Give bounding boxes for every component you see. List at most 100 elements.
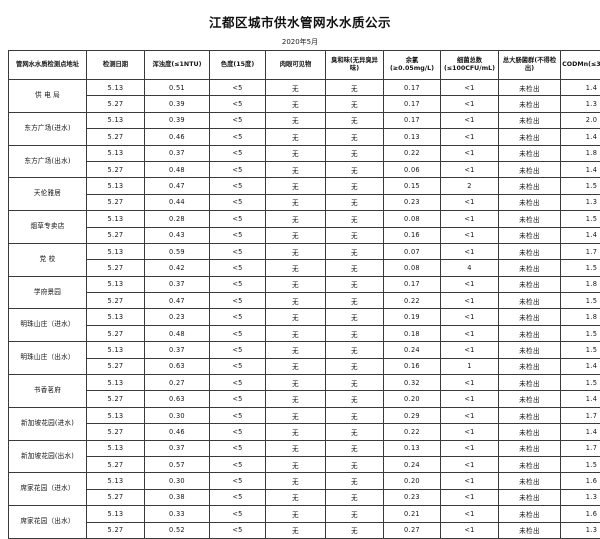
cell-total-bacteria: <1 bbox=[441, 506, 499, 522]
cell-chroma: <5 bbox=[210, 293, 266, 309]
cell-odor: 无 bbox=[326, 178, 384, 194]
cell-site-address: 供 电 局 bbox=[9, 80, 87, 113]
cell-residual-chlorine: 0.08 bbox=[384, 260, 441, 276]
cell-site-address: 学府景园 bbox=[9, 276, 87, 309]
cell-total-bacteria: <1 bbox=[441, 407, 499, 423]
cell-total-bacteria: <1 bbox=[441, 456, 499, 472]
cell-total-bacteria: 1 bbox=[441, 358, 499, 374]
cell-codmn: 1.5 bbox=[561, 178, 600, 194]
cell-date: 5.27 bbox=[87, 260, 145, 276]
cell-visible-matter: 无 bbox=[266, 391, 326, 407]
cell-date: 5.13 bbox=[87, 506, 145, 522]
cell-chroma: <5 bbox=[210, 440, 266, 456]
cell-total-bacteria: <1 bbox=[441, 80, 499, 96]
cell-visible-matter: 无 bbox=[266, 522, 326, 538]
cell-date: 5.27 bbox=[87, 522, 145, 538]
cell-total-bacteria: <1 bbox=[441, 211, 499, 227]
cell-total-coliform: 未检出 bbox=[499, 276, 561, 292]
cell-turbidity: 0.43 bbox=[145, 227, 210, 243]
cell-visible-matter: 无 bbox=[266, 375, 326, 391]
cell-visible-matter: 无 bbox=[266, 309, 326, 325]
cell-chroma: <5 bbox=[210, 194, 266, 210]
cell-odor: 无 bbox=[326, 522, 384, 538]
cell-date: 5.27 bbox=[87, 129, 145, 145]
cell-codmn: 1.8 bbox=[561, 309, 600, 325]
cell-chroma: <5 bbox=[210, 96, 266, 112]
cell-visible-matter: 无 bbox=[266, 358, 326, 374]
cell-chroma: <5 bbox=[210, 407, 266, 423]
cell-total-bacteria: <1 bbox=[441, 243, 499, 259]
cell-residual-chlorine: 0.24 bbox=[384, 342, 441, 358]
water-quality-table: 管网水水质检测点地址 检测日期 浑浊度(≤1NTU) 色度(15度) 肉眼可见物… bbox=[8, 50, 600, 539]
column-header-total-coliform: 总大肠菌群(不得检出) bbox=[499, 51, 561, 80]
cell-odor: 无 bbox=[326, 129, 384, 145]
cell-chroma: <5 bbox=[210, 391, 266, 407]
cell-visible-matter: 无 bbox=[266, 424, 326, 440]
cell-residual-chlorine: 0.22 bbox=[384, 293, 441, 309]
cell-total-coliform: 未检出 bbox=[499, 112, 561, 128]
cell-residual-chlorine: 0.27 bbox=[384, 522, 441, 538]
cell-codmn: 1.3 bbox=[561, 522, 600, 538]
cell-date: 5.27 bbox=[87, 358, 145, 374]
cell-codmn: 1.5 bbox=[561, 260, 600, 276]
cell-residual-chlorine: 0.15 bbox=[384, 178, 441, 194]
cell-visible-matter: 无 bbox=[266, 506, 326, 522]
cell-site-address: 书香茗府 bbox=[9, 375, 87, 408]
column-header-turbidity: 浑浊度(≤1NTU) bbox=[145, 51, 210, 80]
cell-chroma: <5 bbox=[210, 211, 266, 227]
cell-turbidity: 0.37 bbox=[145, 342, 210, 358]
cell-total-bacteria: <1 bbox=[441, 489, 499, 505]
cell-date: 5.27 bbox=[87, 96, 145, 112]
cell-date: 5.27 bbox=[87, 293, 145, 309]
cell-odor: 无 bbox=[326, 342, 384, 358]
cell-date: 5.13 bbox=[87, 407, 145, 423]
cell-odor: 无 bbox=[326, 473, 384, 489]
cell-site-address: 烟草专卖店 bbox=[9, 211, 87, 244]
cell-site-address: 东方广场(进水) bbox=[9, 112, 87, 145]
cell-turbidity: 0.30 bbox=[145, 473, 210, 489]
cell-codmn: 1.4 bbox=[561, 129, 600, 145]
table-header: 管网水水质检测点地址 检测日期 浑浊度(≤1NTU) 色度(15度) 肉眼可见物… bbox=[9, 51, 600, 80]
cell-turbidity: 0.63 bbox=[145, 391, 210, 407]
cell-residual-chlorine: 0.16 bbox=[384, 227, 441, 243]
cell-chroma: <5 bbox=[210, 506, 266, 522]
cell-codmn: 1.5 bbox=[561, 325, 600, 341]
cell-residual-chlorine: 0.24 bbox=[384, 456, 441, 472]
cell-turbidity: 0.48 bbox=[145, 161, 210, 177]
cell-residual-chlorine: 0.23 bbox=[384, 489, 441, 505]
cell-date: 5.13 bbox=[87, 276, 145, 292]
cell-visible-matter: 无 bbox=[266, 96, 326, 112]
cell-codmn: 1.6 bbox=[561, 506, 600, 522]
cell-total-bacteria: <1 bbox=[441, 129, 499, 145]
cell-odor: 无 bbox=[326, 227, 384, 243]
cell-turbidity: 0.30 bbox=[145, 407, 210, 423]
cell-site-address: 新加坡花园(进水) bbox=[9, 407, 87, 440]
cell-residual-chlorine: 0.06 bbox=[384, 161, 441, 177]
cell-date: 5.13 bbox=[87, 473, 145, 489]
cell-site-address: 天伦雅居 bbox=[9, 178, 87, 211]
cell-visible-matter: 无 bbox=[266, 440, 326, 456]
cell-codmn: 1.4 bbox=[561, 391, 600, 407]
cell-turbidity: 0.47 bbox=[145, 293, 210, 309]
cell-odor: 无 bbox=[326, 424, 384, 440]
column-header-date: 检测日期 bbox=[87, 51, 145, 80]
column-header-codmn: CODMn(≤3mg/L) bbox=[561, 51, 600, 80]
cell-total-bacteria: <1 bbox=[441, 342, 499, 358]
report-period: 2020年5月 bbox=[8, 37, 592, 47]
cell-odor: 无 bbox=[326, 243, 384, 259]
cell-visible-matter: 无 bbox=[266, 161, 326, 177]
cell-date: 5.13 bbox=[87, 211, 145, 227]
cell-turbidity: 0.42 bbox=[145, 260, 210, 276]
cell-total-coliform: 未检出 bbox=[499, 145, 561, 161]
cell-total-bacteria: <1 bbox=[441, 112, 499, 128]
cell-visible-matter: 无 bbox=[266, 194, 326, 210]
cell-site-address: 席家花园（进水） bbox=[9, 473, 87, 506]
